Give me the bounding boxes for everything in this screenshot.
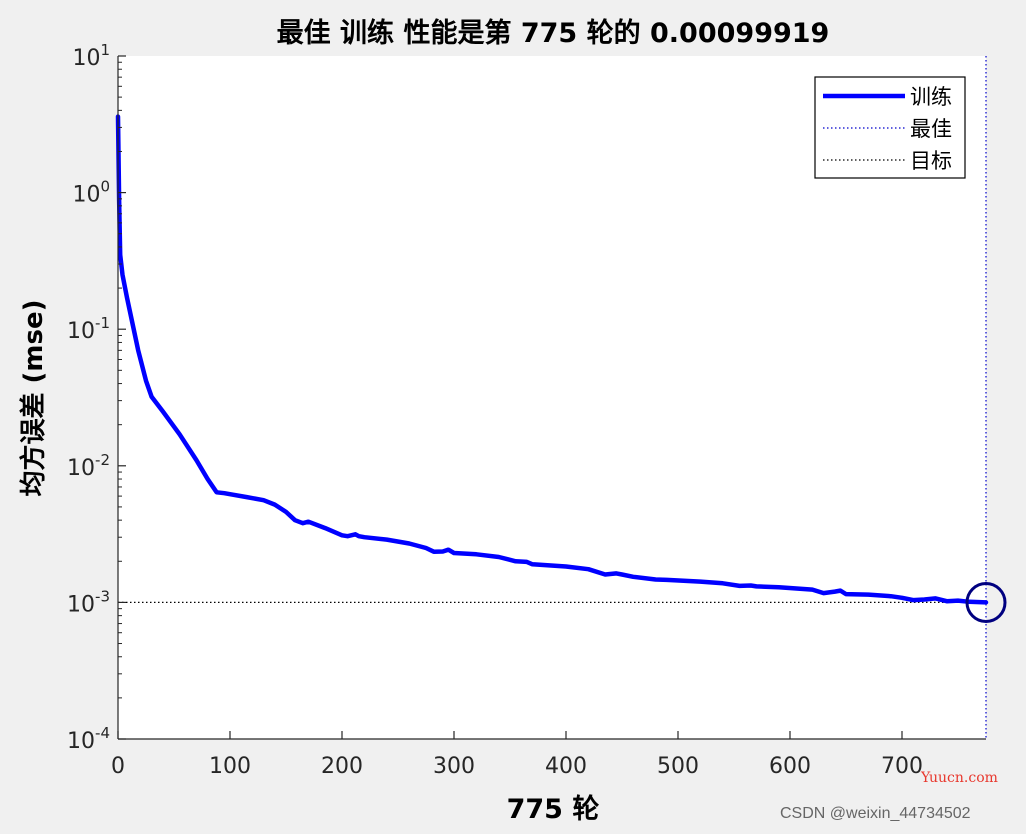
x-tick-label: 600 — [769, 754, 811, 779]
y-tick-label: 100 — [72, 178, 110, 208]
y-ticks: 101 100 10-1 10-2 10-3 10-4 — [67, 41, 126, 754]
y-tick-label: 10-1 — [67, 314, 110, 344]
x-tick-label: 500 — [657, 754, 699, 779]
legend-label-best: 最佳 — [910, 117, 952, 141]
legend: 训练 最佳 目标 — [814, 76, 966, 179]
chart-title: 最佳 训练 性能是第 775 轮的 0.00099919 — [277, 17, 830, 49]
axes — [117, 56, 986, 740]
x-tick-label: 400 — [545, 754, 587, 779]
x-tick-label: 300 — [433, 754, 475, 779]
y-axis-label: 均方误差 (mse) — [18, 299, 49, 496]
site-watermark: Yuucn.com — [921, 770, 998, 786]
y-tick-label: 10-2 — [67, 451, 110, 481]
x-tick-label: 200 — [321, 754, 363, 779]
x-ticks: 0 100 200 300 400 500 600 700 — [111, 731, 923, 779]
best-marker — [965, 581, 1007, 623]
author-watermark: CSDN @weixin_44734502 — [780, 805, 971, 822]
legend-label-goal: 目标 — [910, 149, 952, 173]
training-curve — [115, 114, 989, 605]
y-tick-label: 101 — [72, 41, 110, 71]
legend-label-train: 训练 — [910, 85, 952, 109]
y-tick-label: 10-4 — [67, 724, 110, 754]
x-axis-label: 775 轮 — [507, 794, 600, 825]
x-tick-label: 100 — [209, 754, 251, 779]
y-tick-label: 10-3 — [67, 587, 110, 617]
x-tick-label: 700 — [881, 754, 923, 779]
x-tick-label: 0 — [111, 754, 125, 779]
